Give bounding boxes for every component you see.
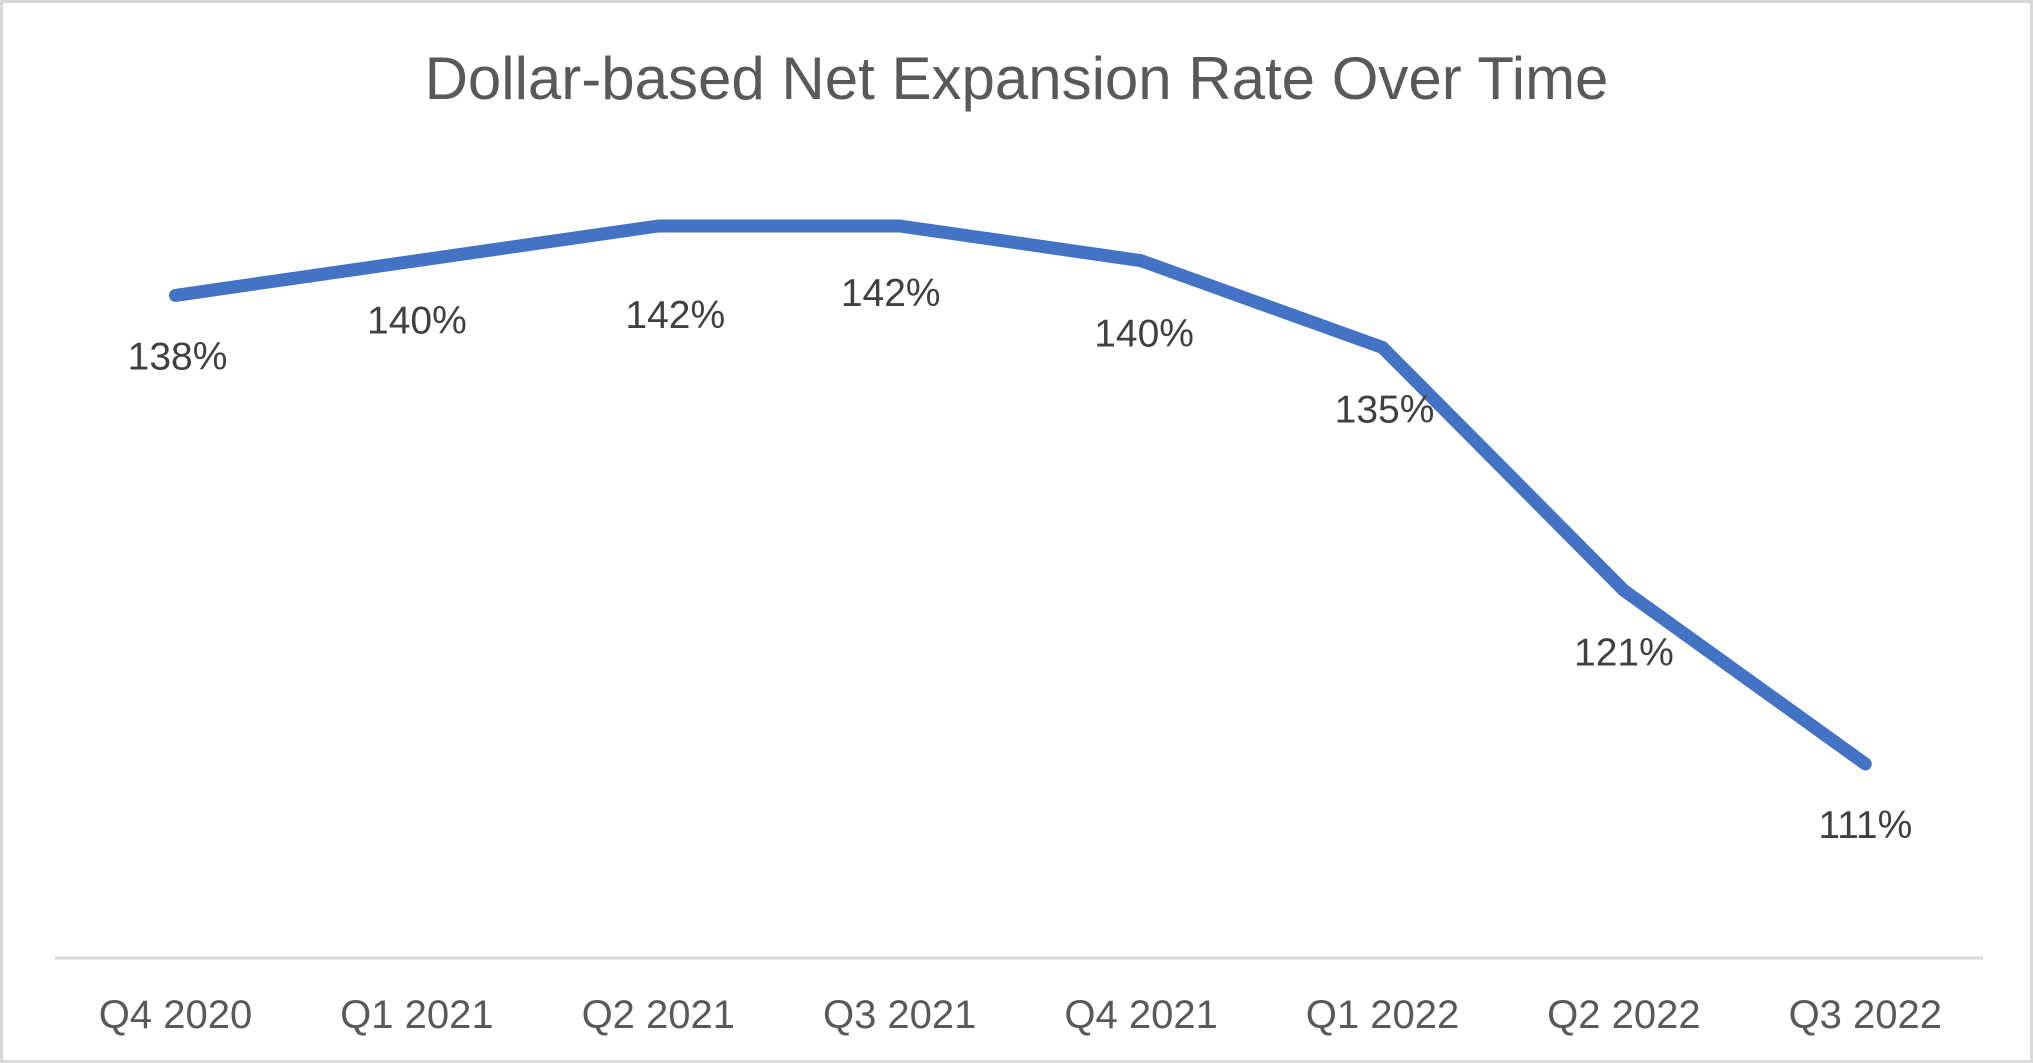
data-labels-group: 138% 140% 142% 142% 140% 135% 121% 111% [128, 272, 1913, 847]
line-chart: 138% 140% 142% 142% 140% 135% 121% 111% Q4 2020… [55, 219, 1983, 1037]
data-label-q4-2020: 138% [128, 335, 228, 378]
data-label-q3-2021: 142% [841, 272, 941, 315]
data-label-q1-2021: 140% [367, 300, 467, 343]
x-axis-tick-label-q3-2022: Q3 2022 [1789, 993, 1942, 1037]
data-label-q3-2022: 111% [1818, 804, 1912, 847]
chart-title: Dollar-based Net Expansion Rate Over Tim… [424, 45, 1609, 112]
x-axis-tick-label-q2-2022: Q2 2022 [1547, 993, 1700, 1037]
data-label-q2-2022: 121% [1574, 631, 1674, 674]
x-axis-tick-label-q4-2020: Q4 2020 [99, 993, 252, 1037]
x-axis-tick-label-q1-2021: Q1 2021 [340, 993, 493, 1037]
x-axis-labels-group: Q4 2020 Q1 2021 Q2 2021 Q3 2021 Q4 2021 Q1 20… [99, 993, 1942, 1037]
data-label-q1-2022: 135% [1335, 389, 1435, 432]
x-axis-tick-label-q1-2022: Q1 2022 [1306, 993, 1459, 1037]
data-label-q2-2021: 142% [625, 294, 725, 337]
x-axis-tick-label-q4-2021: Q4 2021 [1064, 993, 1217, 1037]
x-axis-tick-label-q3-2021: Q3 2021 [823, 993, 976, 1037]
series-line [169, 219, 1872, 771]
data-label-q4-2021: 140% [1094, 313, 1194, 356]
x-axis-tick-label-q2-2021: Q2 2021 [582, 993, 735, 1037]
